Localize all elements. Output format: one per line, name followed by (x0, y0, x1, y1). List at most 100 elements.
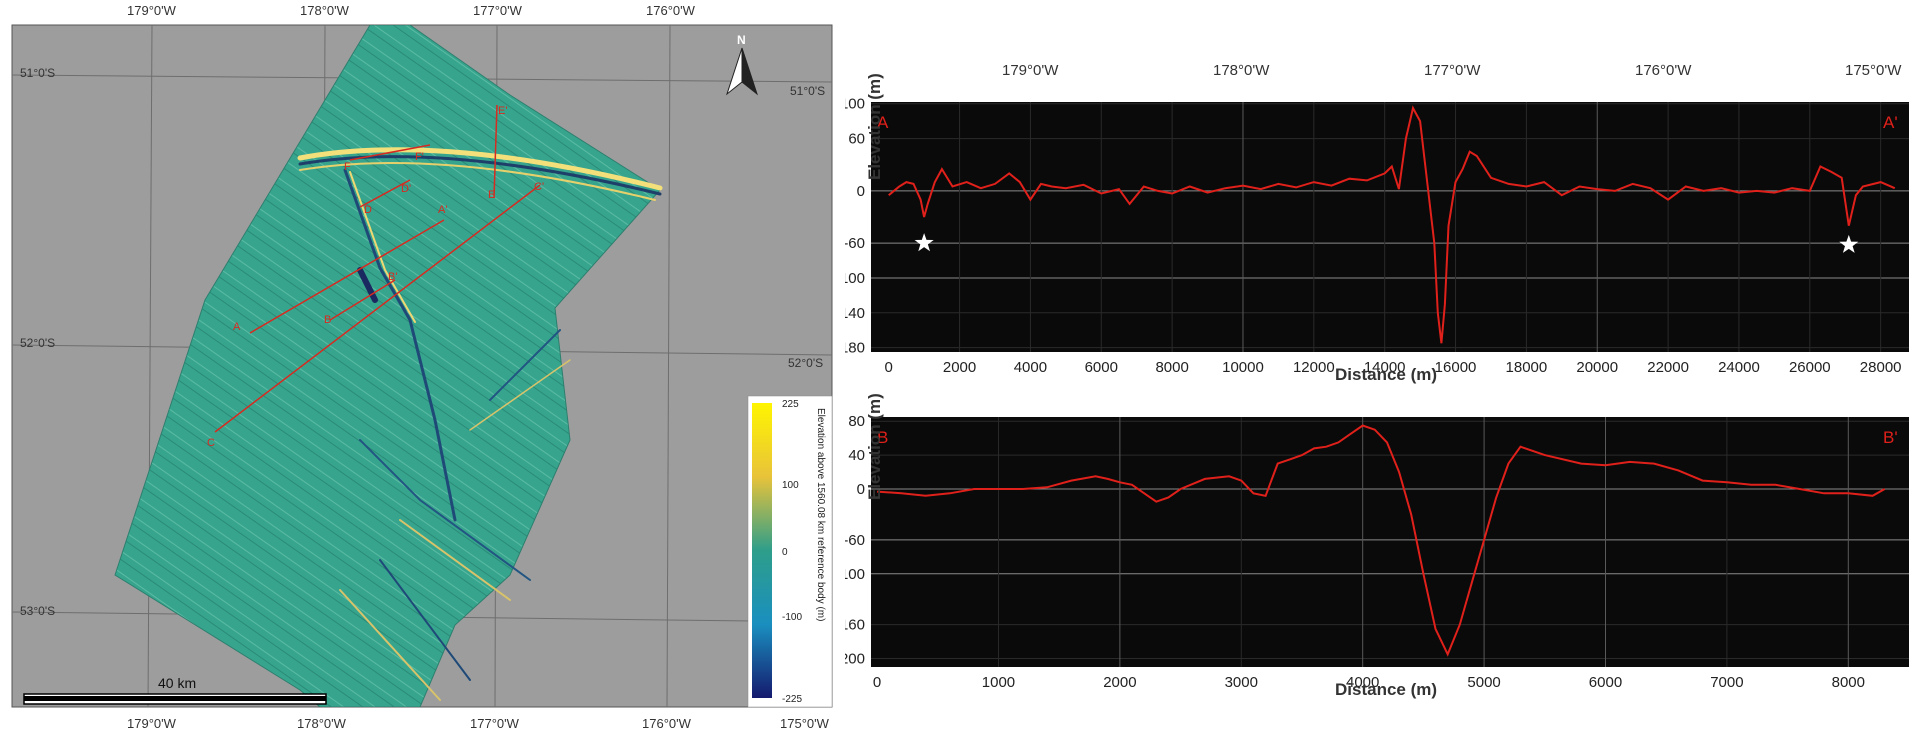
x-tick-label: 6000 (1589, 674, 1622, 691)
elevation-profile-line (877, 424, 1886, 657)
x-tick-label: 8000 (1155, 359, 1188, 376)
y-tick-label: 100 (845, 96, 865, 113)
map-canvas[interactable]: A A' B B' C C' D D' E E' F F' N 40 km (0, 0, 845, 736)
profile-b-xlabel: Distance (m) (1335, 680, 1438, 699)
elevation-swath (114, 25, 661, 707)
plot-area-b (871, 417, 1909, 667)
y-tick-label: -160 (845, 617, 865, 634)
x-tick-label: 1000 (982, 674, 1015, 691)
y-tick-label: 80 (848, 413, 865, 430)
scale-bar: 40 km (23, 675, 327, 705)
x-tick-label: 8000 (1832, 674, 1865, 691)
y-tick-label: 0 (857, 481, 865, 498)
lon-top-177: 177°0'W (473, 3, 522, 18)
ridge-lines (297, 147, 663, 701)
lon-bottom-178: 178°0'W (297, 716, 346, 731)
profile-a-ylabel: Elevation (m) (865, 73, 884, 180)
x-tick-label: 2000 (943, 359, 976, 376)
marker-c-prime: C' (534, 181, 544, 193)
marker-e: E (488, 189, 495, 201)
plot-area-a (871, 102, 1909, 352)
lon-bottom-175: 175°0'W (780, 716, 829, 731)
marker-a: A (233, 321, 241, 333)
y-tick-label: -140 (845, 305, 865, 322)
marker-c: C (207, 437, 215, 449)
lat-left-53: 53°0'S (20, 604, 56, 618)
marker-b-prime: B' (388, 271, 397, 283)
profile-chart-a-a-prime[interactable]: 100 60 0 -60 -100 -140 -180 0 2000 4000 6000 8000 1… (845, 95, 1923, 395)
profile-a-xlabel: Distance (m) (1335, 365, 1438, 384)
x-tick-label: 28000 (1860, 359, 1902, 376)
profile-a-start-label: A (877, 113, 889, 132)
x-tick-label: 3000 (1225, 674, 1258, 691)
marker-e-prime: E' (498, 105, 507, 117)
colorbar-tick-neg225: -225 (782, 694, 802, 705)
colorbar-title: Elevation above 1560.08 km reference bod… (815, 408, 826, 621)
star-icon (914, 233, 934, 252)
profile-markers: A A' B B' C C' D D' E E' F F' (207, 105, 544, 449)
marker-f: F (344, 161, 351, 173)
y-tick-label: 60 (848, 131, 865, 148)
colorbar-tick-0: 0 (782, 547, 788, 558)
marker-a-prime: A' (438, 204, 447, 216)
elevation-profile-line (888, 105, 1896, 344)
x-tick-label: 0 (873, 674, 881, 691)
map-panel[interactable]: A A' B B' C C' D D' E E' F F' N 40 km (0, 0, 845, 736)
colorbar-tick-225: 225 (782, 399, 799, 410)
x-tick-label: 16000 (1435, 359, 1477, 376)
y-tick-label: 40 (848, 447, 865, 464)
profile-traces (214, 104, 541, 433)
x-tick-label: 26000 (1789, 359, 1831, 376)
marker-d: D (364, 204, 372, 216)
x-tick-label: 7000 (1710, 674, 1743, 691)
north-arrow-icon: N (726, 33, 758, 96)
profile-panel: 179°0'W 178°0'W 177°0'W 176°0'W 175°0'W … (845, 0, 1923, 736)
x-tick-label: 4000 (1014, 359, 1047, 376)
north-label: N (737, 33, 746, 47)
lat-left-52: 52°0'S (20, 336, 56, 350)
profile-b-ylabel: Elevation (m) (865, 393, 884, 500)
lon-bottom-179: 179°0'W (127, 716, 176, 731)
lon-top-176: 176°0'W (646, 3, 695, 18)
y-tick-label: -100 (845, 270, 865, 287)
x-tick-label: 5000 (1467, 674, 1500, 691)
x-tick-label: 24000 (1718, 359, 1760, 376)
x-tick-label: 0 (885, 359, 893, 376)
x-tick-label: 2000 (1103, 674, 1136, 691)
y-tick-label: -60 (845, 532, 865, 549)
profile-b-start-label: B (877, 428, 888, 447)
colorbar: 225 100 0 -100 -225 Elevation above 1560… (747, 395, 833, 708)
y-tick-label: 0 (857, 183, 865, 200)
scale-label: 40 km (158, 675, 196, 691)
lon-bottom-177: 177°0'W (470, 716, 519, 731)
lat-right-51: 51°0'S (790, 84, 826, 98)
x-tick-label: 10000 (1222, 359, 1264, 376)
marker-b: B (324, 314, 331, 326)
lon-top-179: 179°0'W (127, 3, 176, 18)
profile-chart-b-b-prime[interactable]: 80 40 0 -60 -100 -160 -200 0 1000 2000 3000 4000 50… (845, 410, 1923, 710)
x-tick-label: 4000 (1346, 674, 1379, 691)
y-tick-label: -60 (845, 235, 865, 252)
x-tick-label: 12000 (1293, 359, 1335, 376)
star-icon (1839, 234, 1859, 253)
x-tick-label: 22000 (1647, 359, 1689, 376)
profile-lon-178: 178°0'W (1213, 62, 1270, 79)
lat-left-51: 51°0'S (20, 66, 56, 80)
x-tick-label: 18000 (1506, 359, 1548, 376)
profile-lon-179: 179°0'W (1002, 62, 1059, 79)
y-tick-label: -180 (845, 340, 865, 357)
colorbar-tick-neg100: -100 (782, 612, 802, 623)
profile-lon-177: 177°0'W (1424, 62, 1481, 79)
profile-lon-175: 175°0'W (1845, 62, 1902, 79)
y-tick-label: -100 (845, 566, 865, 583)
lon-bottom-176: 176°0'W (642, 716, 691, 731)
x-tick-label: 14000 (1364, 359, 1406, 376)
marker-d-prime: D' (401, 183, 411, 195)
x-tick-label: 6000 (1085, 359, 1118, 376)
profile-lon-176: 176°0'W (1635, 62, 1692, 79)
x-tick-label: 20000 (1576, 359, 1618, 376)
lat-right-52: 52°0'S (788, 356, 824, 370)
profile-a-end-label: A' (1883, 113, 1898, 132)
lon-top-178: 178°0'W (300, 3, 349, 18)
y-tick-label: -200 (845, 651, 865, 668)
